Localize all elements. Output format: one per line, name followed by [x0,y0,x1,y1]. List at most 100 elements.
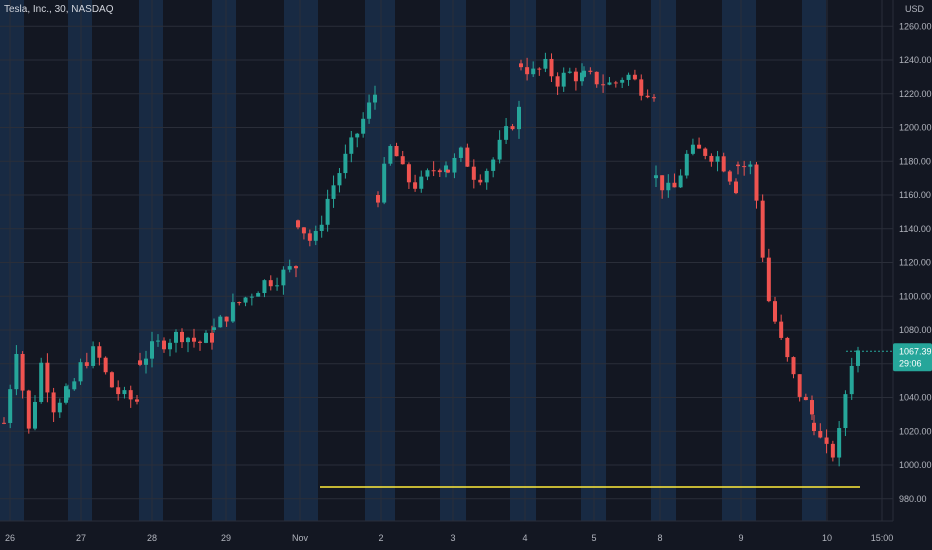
candle-body [830,443,835,458]
candle-body [537,68,542,70]
candle-body [803,396,808,401]
candle-body [684,153,689,176]
countdown-label: 29:06 [899,358,922,368]
candle-body [294,266,298,269]
candle-body [230,302,235,322]
session-band [651,0,676,521]
candle-body [652,97,656,99]
candle-body [26,390,31,429]
candle-body [103,357,108,373]
session-band [139,0,163,521]
candle-body [437,170,442,173]
candle-body [419,176,424,189]
candle-body [444,165,448,173]
candle-body [837,428,842,458]
grid-lines [0,0,893,521]
candle-body [727,171,732,182]
candle-body [275,285,280,287]
price-tick-label: 1240.00 [899,55,932,65]
session-band [802,0,826,521]
candle-body [210,332,214,343]
candle-body [465,147,470,167]
session-bands [0,0,826,521]
candle-body [337,173,342,186]
last-price-badge: 1067.39 29:06 [846,343,932,372]
candle-body [51,392,56,413]
candle-body [91,346,96,366]
candle-body [525,67,530,75]
candle-body [97,346,102,358]
candle-body [343,153,348,174]
candle-body [666,182,671,191]
price-tick-label: 1000.00 [899,460,932,470]
candle-body [296,220,300,228]
candle-body [812,422,816,431]
price-tick-label: 1100.00 [899,291,931,301]
candle-body [797,374,802,397]
candle-body [180,331,184,343]
candle-body [331,185,336,199]
candle-body [198,341,202,343]
session-band [284,0,318,521]
candle-body [588,70,593,72]
time-tick-label: 9 [738,533,743,543]
candle-body [549,58,554,77]
time-tick-label: Nov [292,533,309,543]
candle-body [301,227,306,234]
price-tick-label: 1160.00 [899,190,931,200]
candle-body [626,74,631,80]
candle-body [849,365,854,395]
candle-body [491,159,496,171]
candle-body [218,316,223,328]
time-tick-label: 15:00 [871,533,894,543]
candle-body [72,381,77,390]
candle-body [122,390,127,395]
price-tick-label: 1080.00 [899,325,932,335]
price-tick-label: 1020.00 [899,426,932,436]
candle-body [824,437,829,444]
candle-body [373,94,377,103]
time-tick-label: 2 [378,533,383,543]
session-band [212,0,236,521]
candle-body [138,360,142,365]
candle-body [39,362,44,402]
time-axis: 26 27 28 29 Nov 2 3 4 5 8 9 10 15:00 [0,520,894,543]
candle-body [766,257,771,302]
candle-body [818,430,823,438]
candle-body [843,394,848,429]
candle-body [742,166,747,168]
candle-body [66,389,70,398]
candle-body [162,340,166,350]
candle-body [484,170,489,183]
candle-body [287,266,292,270]
candle-body [406,164,411,183]
candle-body [2,422,6,424]
candle-body [607,82,612,85]
candle-body [672,182,677,188]
time-tick-label: 28 [147,533,157,543]
candle-body [715,156,720,162]
candle-body [192,337,196,342]
candle-body [249,296,254,298]
price-tick-label: 1180.00 [899,156,931,166]
price-tick-label: 1200.00 [899,123,932,133]
candle-body [645,95,650,98]
candle-body [471,166,476,180]
candle-body [601,84,606,86]
candle-body [425,170,430,177]
candle-body [84,362,89,366]
candle-body [224,316,229,322]
candle-body [748,164,753,167]
candle-body [446,169,450,173]
candle-body [212,327,216,330]
time-tick-label: 29 [221,533,231,543]
candle-body [561,72,566,87]
candle-body [791,357,796,375]
candle-body [678,175,683,188]
candle-body [262,280,267,294]
candle-body [33,401,37,429]
candle-body [144,358,148,365]
candle-body [703,148,708,156]
session-band [365,0,395,521]
